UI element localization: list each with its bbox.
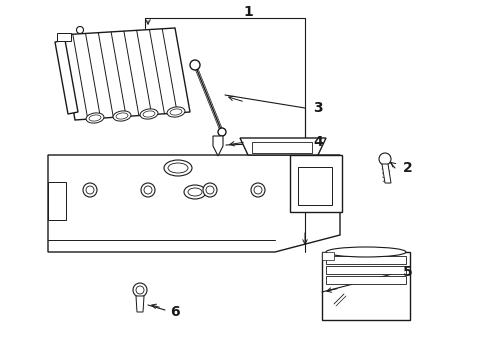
- Bar: [322, 252, 334, 260]
- Bar: [48, 182, 66, 220]
- Ellipse shape: [326, 247, 406, 257]
- Bar: [326, 256, 406, 264]
- Ellipse shape: [251, 183, 265, 197]
- Ellipse shape: [168, 163, 188, 173]
- Ellipse shape: [206, 186, 214, 194]
- Ellipse shape: [214, 137, 222, 145]
- Bar: [322, 252, 410, 320]
- Bar: [326, 266, 406, 274]
- Ellipse shape: [86, 113, 104, 123]
- Ellipse shape: [190, 60, 200, 70]
- Ellipse shape: [170, 109, 182, 115]
- Ellipse shape: [164, 160, 192, 176]
- Text: 6: 6: [170, 305, 180, 319]
- Polygon shape: [55, 40, 78, 114]
- Ellipse shape: [86, 186, 94, 194]
- Text: 5: 5: [403, 265, 413, 279]
- Bar: [298, 167, 332, 205]
- Ellipse shape: [379, 153, 391, 165]
- Ellipse shape: [83, 183, 97, 197]
- Ellipse shape: [203, 183, 217, 197]
- Ellipse shape: [218, 128, 226, 136]
- Ellipse shape: [184, 185, 206, 199]
- Ellipse shape: [167, 107, 185, 117]
- Ellipse shape: [136, 286, 144, 294]
- Polygon shape: [48, 155, 340, 252]
- Ellipse shape: [302, 183, 312, 193]
- Ellipse shape: [89, 115, 101, 121]
- Ellipse shape: [116, 113, 128, 119]
- Bar: [57, 33, 71, 41]
- Polygon shape: [213, 136, 223, 156]
- Bar: [326, 276, 406, 284]
- Text: 3: 3: [313, 101, 323, 115]
- Ellipse shape: [144, 186, 152, 194]
- Ellipse shape: [140, 109, 158, 119]
- Ellipse shape: [133, 283, 147, 297]
- Polygon shape: [60, 28, 190, 120]
- Polygon shape: [136, 296, 144, 312]
- Ellipse shape: [141, 183, 155, 197]
- Ellipse shape: [76, 27, 83, 33]
- Bar: [252, 142, 312, 153]
- Polygon shape: [290, 155, 342, 212]
- Ellipse shape: [143, 111, 155, 117]
- Polygon shape: [240, 138, 326, 155]
- Text: 1: 1: [243, 5, 253, 19]
- Text: 4: 4: [313, 135, 323, 149]
- Text: 2: 2: [403, 161, 413, 175]
- Polygon shape: [382, 164, 391, 183]
- Ellipse shape: [113, 111, 131, 121]
- Ellipse shape: [188, 188, 202, 196]
- Ellipse shape: [254, 186, 262, 194]
